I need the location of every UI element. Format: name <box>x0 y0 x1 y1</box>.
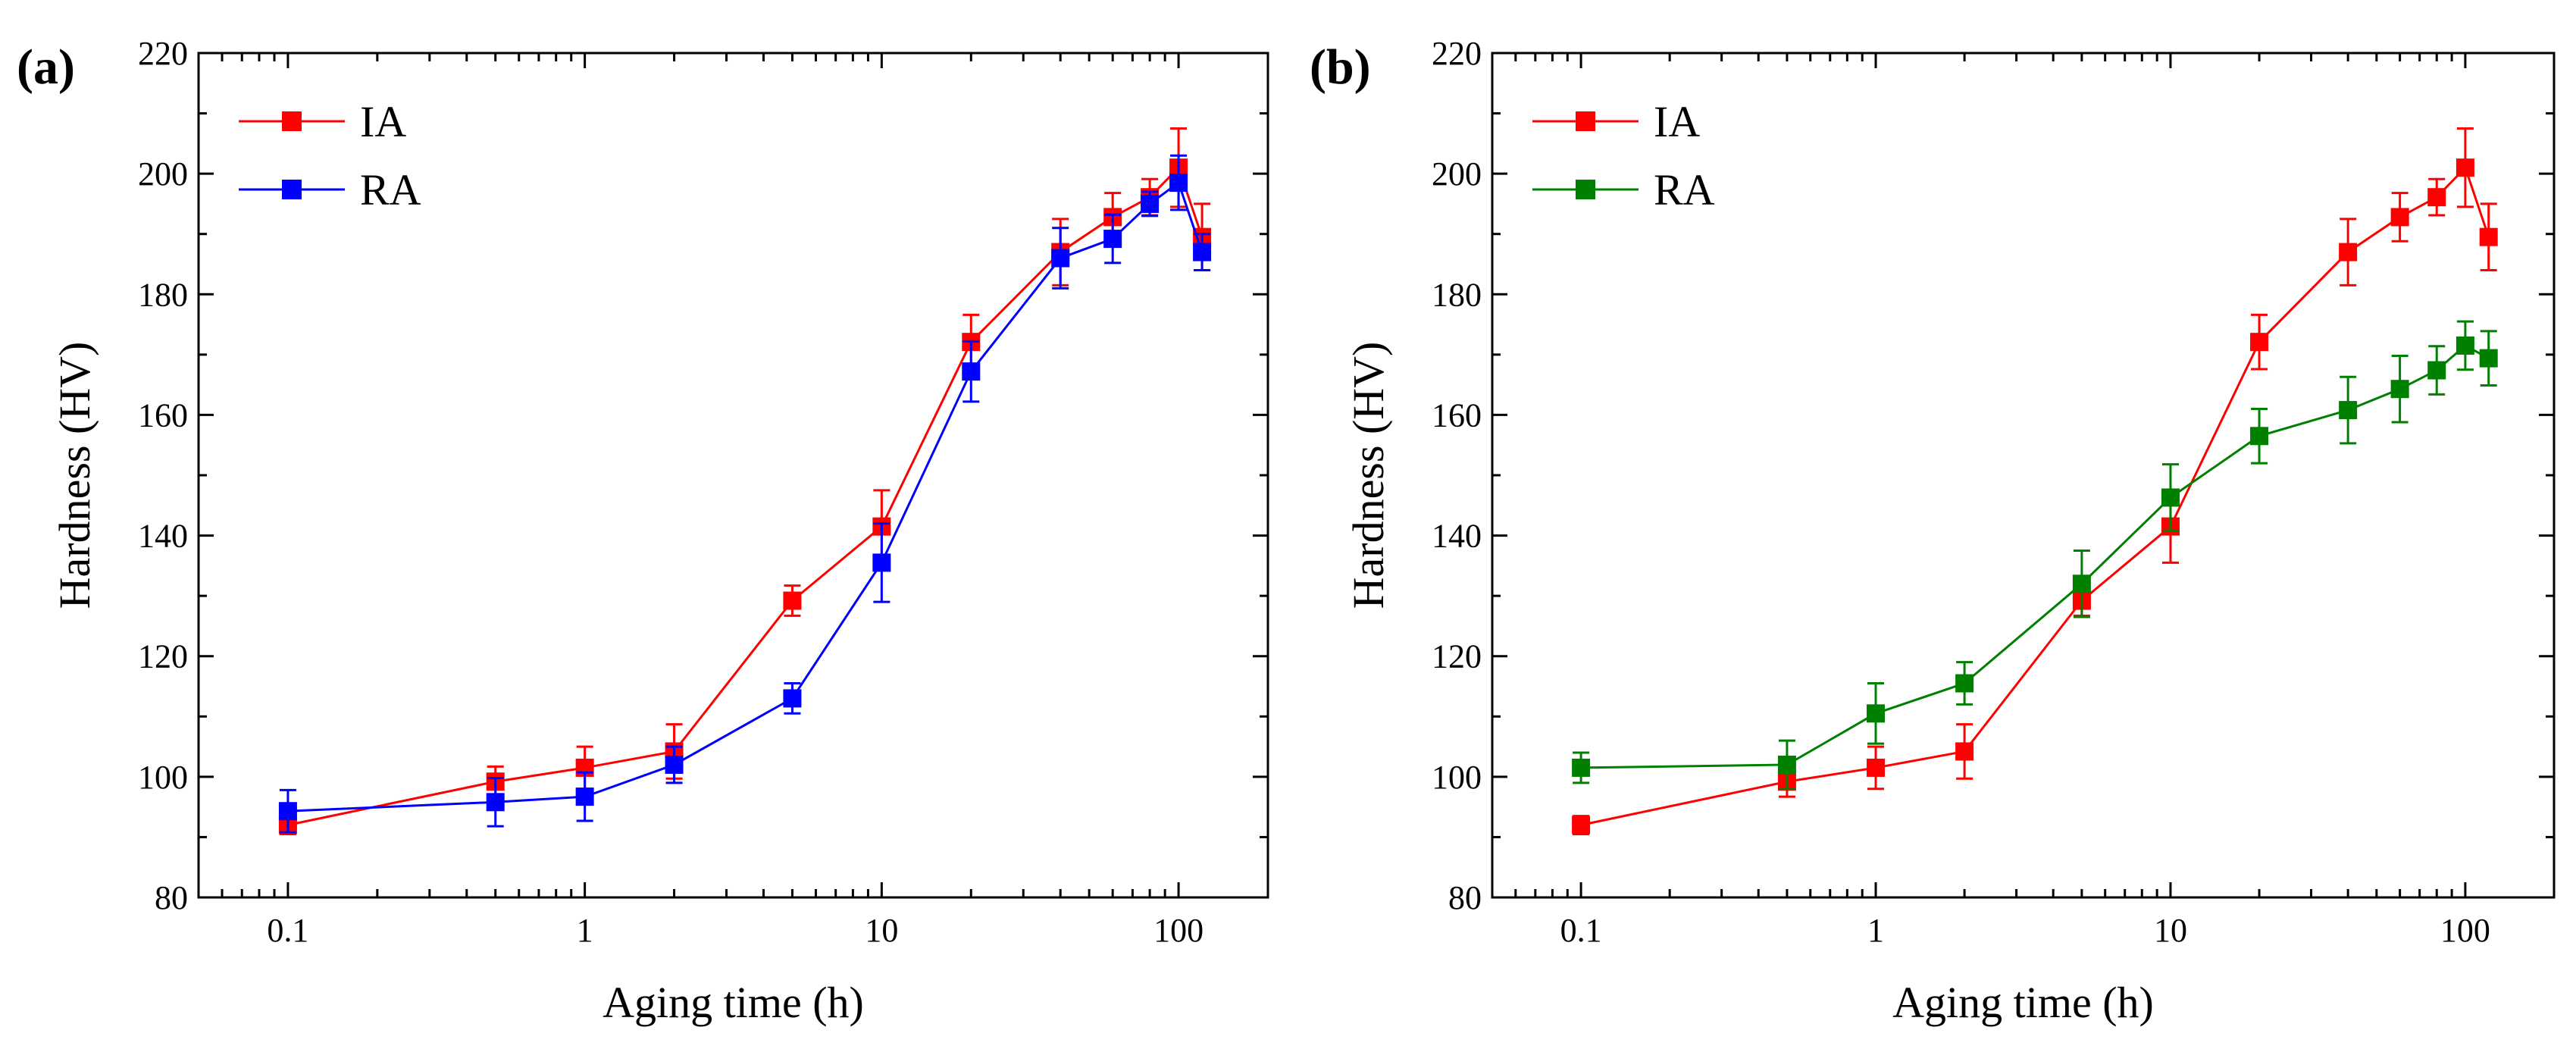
data-point <box>1867 704 1886 723</box>
data-point <box>486 793 505 812</box>
data-point <box>962 362 981 381</box>
legend-label: IA <box>360 97 406 146</box>
data-point <box>1955 674 1974 693</box>
x-axis-title: Aging time (h) <box>603 978 864 1027</box>
legend-marker <box>282 180 302 199</box>
data-point <box>1193 243 1212 261</box>
y-axis-title: Hardness (HV) <box>50 342 99 609</box>
y-tick-label: 80 <box>1448 879 1482 916</box>
data-point <box>2072 575 2091 593</box>
y-tick-label: 120 <box>138 638 188 675</box>
x-tick-label: 10 <box>2154 912 2187 949</box>
plot-frame <box>197 52 1269 899</box>
data-point <box>2250 333 2269 352</box>
data-point <box>1777 755 1796 774</box>
y-tick-label: 220 <box>138 35 188 72</box>
y-tick-label: 140 <box>1432 518 1482 555</box>
y-tick-label: 100 <box>138 759 188 796</box>
legend-label: RA <box>1654 165 1715 214</box>
x-tick-label: 0.1 <box>1560 912 1602 949</box>
data-point <box>2390 208 2409 227</box>
y-tick-label: 180 <box>1432 276 1482 313</box>
data-point <box>2479 349 2498 368</box>
legend-marker <box>1576 111 1595 131</box>
legend-entry-ra: RA <box>239 165 421 214</box>
y-tick-label: 160 <box>1432 396 1482 434</box>
series-ia <box>278 127 1212 835</box>
y-axis-title: Hardness (HV) <box>1344 342 1393 609</box>
legend-label: IA <box>1654 97 1700 146</box>
x-tick-label: 0.1 <box>267 912 308 949</box>
data-point <box>783 689 802 708</box>
data-point <box>2339 401 2358 420</box>
data-point <box>2427 188 2446 207</box>
data-point <box>783 591 802 610</box>
legend-entry-ia: IA <box>1532 97 1700 146</box>
legend-marker <box>282 111 302 131</box>
data-point <box>1103 230 1122 249</box>
data-point <box>1955 742 1974 761</box>
data-point <box>278 802 297 821</box>
legend-entry-ra: RA <box>1532 165 1715 214</box>
x-tick-label: 10 <box>865 912 898 949</box>
data-point <box>1169 174 1188 193</box>
x-tick-label: 1 <box>577 912 593 949</box>
plot-frame <box>1491 52 2556 899</box>
data-point <box>2455 158 2474 177</box>
data-point <box>872 553 891 572</box>
data-point <box>1051 249 1070 268</box>
x-tick-label: 1 <box>1867 912 1884 949</box>
x-tick-label: 100 <box>2440 912 2490 949</box>
legend-entry-ia: IA <box>239 97 406 146</box>
y-tick-label: 120 <box>1432 638 1482 675</box>
data-point <box>1867 758 1886 777</box>
chart-panel-b: 80 100 120 140 160 180 200 220 0.1 1 10 100 Aging ti… <box>1310 35 2556 1027</box>
y-tick-label: 160 <box>138 396 188 434</box>
series-ra <box>1572 320 2498 791</box>
x-axis-title: Aging time (h) <box>1892 978 2154 1027</box>
data-point <box>2390 380 2409 399</box>
data-point <box>1572 816 1591 835</box>
y-tick-label: 200 <box>1432 155 1482 193</box>
y-tick-label: 220 <box>1432 35 1482 72</box>
data-point <box>575 788 594 806</box>
series-ra <box>278 154 1212 834</box>
legend-label: RA <box>360 165 421 214</box>
data-point <box>2427 361 2446 380</box>
panel-label: (a) <box>17 39 75 95</box>
series-ia <box>1572 127 2498 835</box>
data-point <box>2250 427 2269 446</box>
data-point <box>1141 194 1160 213</box>
y-tick-label: 180 <box>138 276 188 313</box>
legend-marker <box>1576 180 1595 199</box>
chart-panel-a: 80 100 120 140 160 180 200 220 0.1 1 10 100 Aging ti… <box>17 35 1269 1027</box>
x-tick-label: 100 <box>1153 912 1203 949</box>
series-line <box>287 180 1203 813</box>
y-tick-label: 140 <box>138 518 188 555</box>
data-point <box>2479 227 2498 246</box>
series-line <box>1580 165 2490 826</box>
data-point <box>665 755 684 774</box>
y-tick-label: 80 <box>155 879 188 916</box>
data-point <box>2161 488 2180 507</box>
data-point <box>2455 336 2474 355</box>
y-tick-label: 100 <box>1432 759 1482 796</box>
data-point <box>1572 758 1591 777</box>
y-tick-label: 200 <box>138 155 188 193</box>
panel-label: (b) <box>1310 39 1371 95</box>
data-point <box>2339 243 2358 261</box>
